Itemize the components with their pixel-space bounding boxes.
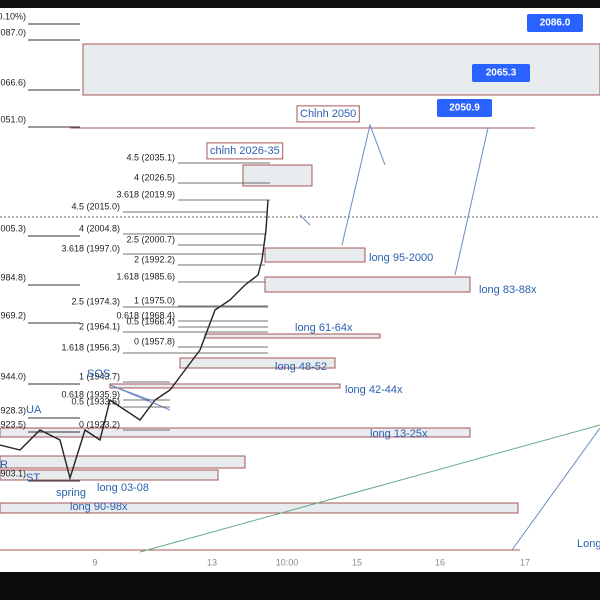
price-tag <box>527 14 583 32</box>
level-label: 903.1) <box>0 468 26 478</box>
level-label: 984.8) <box>0 272 26 282</box>
trend-line <box>139 424 600 553</box>
note: R <box>0 459 8 471</box>
fib-label: 4.5 (2035.1) <box>126 152 175 162</box>
fib-label: 4 (2026.5) <box>134 172 175 182</box>
fib-label: 0.5 (1933.5) <box>71 396 120 406</box>
annotations: 0.10%) 087.0) 066.6) 051.0) 005.3) 984.8) 969.… <box>0 11 600 567</box>
x-tick-label: 9 <box>92 557 97 567</box>
note-box <box>206 142 284 160</box>
zone-box <box>179 357 336 369</box>
top-bar <box>0 0 600 8</box>
level-label: 969.2) <box>0 310 26 320</box>
level-label: 066.6) <box>0 77 26 87</box>
level-label: 087.0) <box>0 27 26 37</box>
fib-label: 1.618 (1956.3) <box>61 342 120 352</box>
fib-label: 2 (1964.1) <box>79 321 120 331</box>
level-label: 928.3) <box>0 405 26 415</box>
fib-label: 3.618 (1997.0) <box>61 243 120 253</box>
x-tick-label: 15 <box>352 557 362 567</box>
note: long 83-88x <box>479 284 537 296</box>
price-tag <box>437 99 492 117</box>
fib-label: 0.618 (1935.9) <box>61 389 120 399</box>
fib-label: 1 (1943.7) <box>79 371 120 381</box>
zone-box <box>264 276 471 293</box>
fib-label: 3.618 (2019.9) <box>116 189 175 199</box>
level-label: 0.10%) <box>0 11 26 21</box>
projection-arrows <box>109 123 600 551</box>
zone-box <box>109 383 341 389</box>
price-tag <box>472 64 530 82</box>
zone-box <box>0 502 519 514</box>
note: spring <box>56 487 86 499</box>
level-label: 923.5) <box>0 419 26 429</box>
fib-label: 1.618 (1985.6) <box>116 271 175 281</box>
zone-box <box>0 455 246 469</box>
note: long 95-2000 <box>369 252 433 264</box>
zone-box <box>0 427 471 438</box>
note: UA <box>26 404 42 416</box>
fib-label: 2 (1992.2) <box>134 254 175 264</box>
note: chỉnh 2026-35 <box>210 145 280 157</box>
note: long 90-98x <box>70 501 128 513</box>
note: long 48-52 <box>275 361 327 373</box>
x-tick-label: 16 <box>435 557 445 567</box>
note: SOS <box>87 368 110 380</box>
fib-label: 4 (2004.8) <box>79 223 120 233</box>
fib-label: 4.5 (2015.0) <box>71 201 120 211</box>
level-label: 005.3) <box>0 223 26 233</box>
x-tick-label: 17 <box>520 557 530 567</box>
zone-box <box>204 333 381 339</box>
x-tick-label: 13 <box>207 557 217 567</box>
fib-label: 2.5 (1974.3) <box>71 296 120 306</box>
note-box <box>296 105 360 123</box>
note: long 61-64x <box>295 322 353 334</box>
note: ST <box>26 472 40 484</box>
zone-box <box>242 164 313 187</box>
note: Long <box>577 538 600 550</box>
fib-label: 1 (1975.0) <box>134 295 175 305</box>
fib-label: 0.5 (1966.4) <box>126 316 175 326</box>
price-tag-text: 2086.0 <box>540 18 571 29</box>
note: long 03-08 <box>97 482 149 494</box>
note: long 13-25x <box>370 428 428 440</box>
fib-label: 0.618 (1968.4) <box>116 310 175 320</box>
zone-box <box>264 247 366 263</box>
price-tag-text: 2050.9 <box>449 103 480 114</box>
level-label: 944.0) <box>0 371 26 381</box>
level-label: 051.0) <box>0 114 26 124</box>
note: long 42-44x <box>345 384 403 396</box>
x-tick-label: 10:00 <box>276 557 299 567</box>
note: Chỉnh 2050 <box>300 108 356 120</box>
fib-label: 2.5 (2000.7) <box>126 234 175 244</box>
bottom-bar <box>0 572 600 600</box>
fib-label: 0 (1923.2) <box>79 419 120 429</box>
zone-box <box>0 469 219 481</box>
price-tag-text: 2065.3 <box>486 68 517 79</box>
fib-label: 0 (1957.8) <box>134 336 175 346</box>
